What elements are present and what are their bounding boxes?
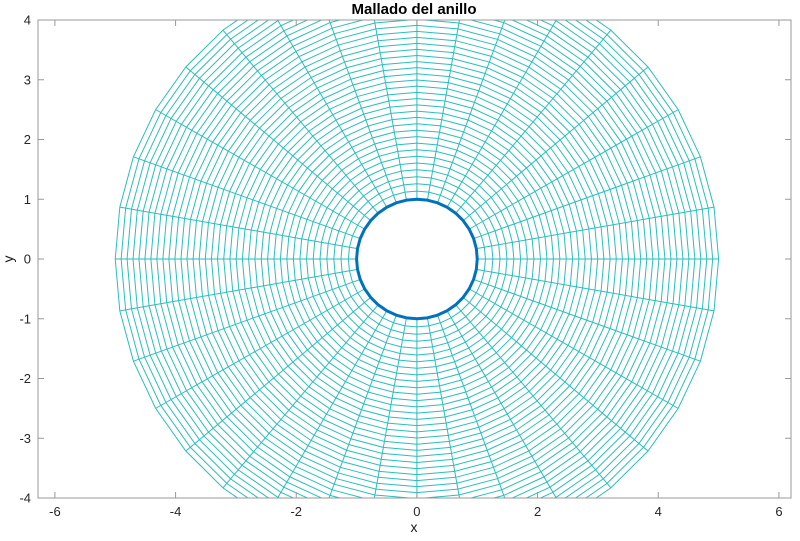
mesh-spoke [476,206,715,250]
x-tick-label: 2 [534,504,541,519]
x-tick-label: -2 [290,504,302,519]
mesh-ring [347,190,486,328]
y-tick-label: -2 [19,371,31,386]
mesh-spoke [426,317,460,498]
mesh-spoke [373,317,407,498]
mesh-spoke [468,109,679,230]
mesh-spoke [455,29,612,214]
plot-title: Mallado del anillo [351,1,476,18]
mesh-spoke [222,29,379,214]
y-tick-label: 4 [24,13,31,28]
y-tick-label: 0 [24,252,31,267]
mesh-spoke [119,268,358,312]
mesh-ring [340,183,494,335]
mesh-ring [333,176,501,342]
y-tick-label: -1 [19,311,31,326]
mesh-spoke [446,310,557,498]
x-tick-label: 0 [413,504,420,519]
x-axis-label: x [411,519,418,535]
x-tick-label: -4 [170,504,182,519]
y-tick-label: -4 [19,491,31,506]
mesh-spoke [426,20,460,201]
tick-label-layer: -6 -4 -2 0 2 4 6 -4 -3 -2 -1 0 1 2 3 4 [19,13,782,520]
mesh-spoke [437,20,506,204]
y-axis-label: y [0,256,16,263]
y-tick-label: 3 [24,72,31,87]
mesh-spoke [473,278,701,362]
mesh-spoke [328,314,397,498]
mesh-spoke [133,156,361,240]
mesh-spoke [455,304,612,489]
axes-layer [37,19,792,499]
mesh-spoke [437,314,506,498]
x-tick-label: -6 [49,504,61,519]
x-tick-label: 4 [655,504,662,519]
mesh-spoke [473,156,701,240]
mesh-spoke [468,288,679,409]
mesh-spoke [155,288,365,409]
mesh-spoke [276,20,388,208]
mesh-spoke [276,310,388,498]
mesh-spoke [373,20,407,201]
inner-boundary-layer [355,197,479,321]
mesh-spoke [185,66,372,221]
y-tick-label: 2 [24,132,31,147]
mesh-spoke [446,20,557,208]
mesh-spoke [476,268,715,312]
mesh-spoke [462,297,649,452]
mesh-spoke [119,206,358,250]
y-tick-label: 1 [24,192,31,207]
x-tick-label: 6 [775,504,782,519]
y-tick-label: -3 [19,431,31,446]
inner-boundary-circle [355,197,479,321]
mesh-spoke [133,278,361,362]
mesh-spoke [328,20,397,204]
annulus-mesh-layer [114,20,720,498]
mesh-spoke [222,304,379,489]
mesh-spoke [185,297,372,452]
mesh-spoke [155,109,365,230]
mesh-ring [114,20,720,498]
mesh-spoke [462,66,649,221]
